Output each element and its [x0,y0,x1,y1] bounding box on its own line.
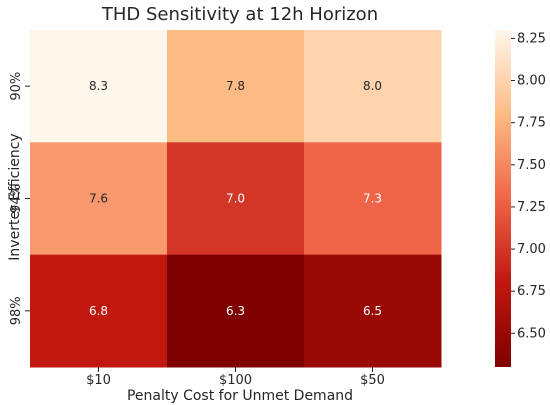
heatmap-cell [167,30,305,143]
heatmap-cell [30,30,168,143]
cell-value-label: 6.8 [89,304,108,318]
y-tick-label: 90% [9,72,24,101]
colorbar-tick-label: 6.50 [517,326,546,341]
cell-value-label: 8.0 [363,79,382,93]
y-axis-ticks: 90% 94% 98% [9,72,30,325]
cell-value-label: 7.6 [89,192,108,206]
cell-value-label: 8.3 [89,79,108,93]
colorbar-ticks: 6.50 6.75 7.00 7.25 7.50 7.75 8.00 8.25 [511,31,546,341]
heatmap-cell [304,254,442,368]
heatmap-cells: 8.3 7.8 8.0 7.6 7.0 7.3 6.8 6.3 6.5 [30,30,442,368]
x-tick-label: $10 [86,373,111,388]
colorbar-tick-label: 8.00 [517,74,546,89]
y-axis-label: Inverter Efficiency [7,133,23,260]
x-tick-label: $100 [219,373,252,388]
cell-value-label: 6.3 [226,304,245,318]
cell-value-label: 6.5 [363,304,382,318]
x-axis-label: Penalty Cost for Unmet Demand [127,388,353,404]
cell-value-label: 7.8 [226,79,245,93]
colorbar-tick-label: 7.50 [517,158,546,173]
colorbar-tick-label: 7.75 [517,116,546,131]
x-axis-ticks: $10 $100 $50 [86,367,385,388]
colorbar-tick-label: 8.25 [517,31,546,46]
heatmap-cell [304,30,442,143]
colorbar-tick-label: 7.25 [517,200,546,215]
heatmap-cell [304,142,442,256]
x-tick-label: $50 [360,373,385,388]
colorbar-tick-label: 6.75 [517,284,546,299]
cell-value-label: 7.3 [363,192,382,206]
heatmap-cell [30,254,168,368]
y-tick-label: 98% [9,296,24,325]
heatmap-cell [167,142,305,256]
heatmap-cell [167,254,305,368]
heatmap-cell [30,142,168,256]
colorbar-tick-label: 7.00 [517,242,546,257]
chart-title: THD Sensitivity at 12h Horizon [101,4,378,25]
cell-value-label: 7.0 [226,192,245,206]
y-tick-label: 94% [9,184,24,213]
colorbar [495,30,511,367]
